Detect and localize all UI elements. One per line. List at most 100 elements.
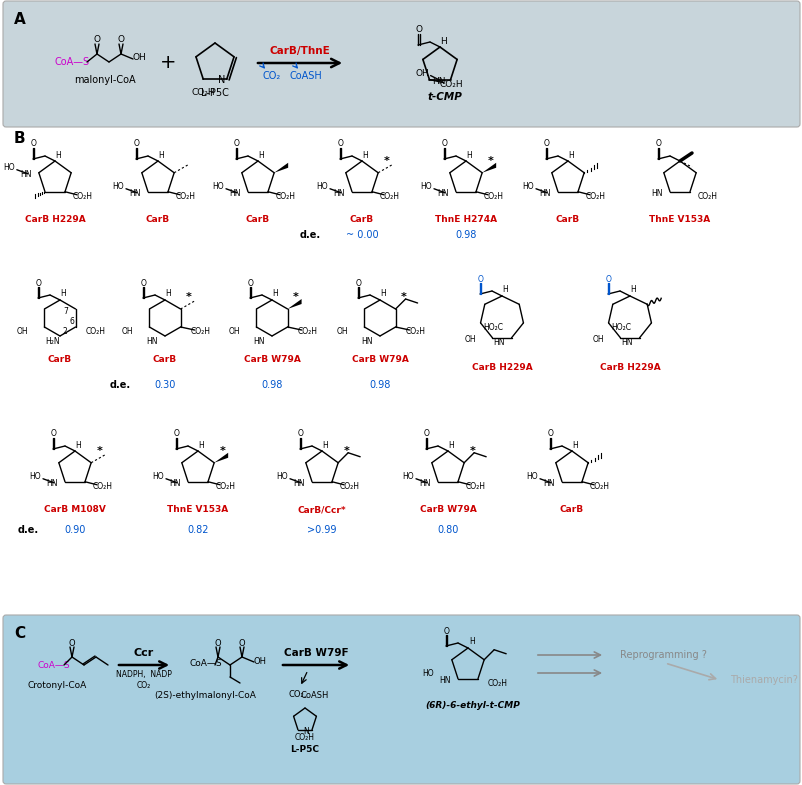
Text: H: H: [362, 151, 367, 159]
Text: CO₂H: CO₂H: [488, 679, 508, 688]
Text: OH: OH: [253, 656, 267, 666]
Text: O: O: [69, 638, 75, 648]
Text: *: *: [185, 292, 192, 302]
Text: *: *: [96, 446, 102, 456]
Text: CO₂H: CO₂H: [339, 482, 359, 491]
Text: Crotonyl-CoA: Crotonyl-CoA: [27, 681, 87, 689]
Text: 6: 6: [70, 316, 75, 326]
Text: H: H: [158, 151, 164, 159]
Text: HN: HN: [169, 480, 180, 488]
Text: H: H: [468, 637, 474, 647]
Text: *: *: [383, 155, 389, 166]
Text: H: H: [465, 151, 472, 159]
Text: HO₂C: HO₂C: [483, 323, 503, 332]
Text: (6R)-6-ethyl-t-CMP: (6R)-6-ethyl-t-CMP: [425, 700, 520, 710]
Text: CO₂H: CO₂H: [405, 327, 425, 337]
Text: O: O: [36, 279, 42, 287]
Text: H: H: [55, 151, 61, 159]
Text: CarB W79F: CarB W79F: [283, 648, 348, 658]
Text: CarB W79A: CarB W79A: [419, 506, 476, 514]
Text: CO₂H: CO₂H: [176, 192, 196, 201]
Text: OH: OH: [415, 69, 429, 78]
Text: +: +: [160, 53, 176, 72]
Text: O: O: [477, 275, 484, 283]
Text: H: H: [501, 286, 507, 294]
Text: CarB M108V: CarB M108V: [44, 506, 106, 514]
Text: CoA—S: CoA—S: [190, 659, 222, 667]
Text: CoA—S: CoA—S: [55, 57, 90, 67]
Text: CarB/Ccr*: CarB/Ccr*: [298, 506, 346, 514]
Text: *: *: [342, 446, 349, 456]
Text: O: O: [423, 429, 429, 439]
Text: OH: OH: [592, 335, 604, 345]
FancyBboxPatch shape: [3, 1, 799, 127]
Text: CO₂H: CO₂H: [216, 482, 236, 491]
Text: A: A: [14, 12, 26, 27]
Text: CO₂H: CO₂H: [294, 733, 314, 743]
Text: O: O: [606, 275, 611, 283]
Text: H: H: [198, 440, 204, 450]
Text: H: H: [322, 440, 327, 450]
Text: HN: HN: [20, 170, 31, 179]
Text: O: O: [442, 140, 448, 148]
Text: H: H: [571, 440, 577, 450]
Text: L-P5C: L-P5C: [200, 88, 229, 98]
Text: CO₂H: CO₂H: [697, 192, 717, 201]
Text: CO₂: CO₂: [262, 71, 281, 81]
Text: HO: HO: [419, 182, 431, 192]
Text: CO₂H: CO₂H: [190, 327, 210, 337]
Text: HO: HO: [525, 473, 537, 481]
Text: HO: HO: [212, 182, 224, 192]
Text: HN: HN: [543, 480, 554, 488]
Text: 0.80: 0.80: [437, 525, 458, 535]
Text: CarB W79A: CarB W79A: [351, 356, 408, 364]
Text: ThnE V153A: ThnE V153A: [649, 216, 710, 225]
Text: HN: HN: [361, 337, 372, 345]
Text: CO₂,: CO₂,: [289, 691, 307, 699]
Text: 7: 7: [63, 308, 68, 316]
Text: malonyl-CoA: malonyl-CoA: [74, 75, 136, 85]
Text: OH: OH: [336, 327, 348, 337]
Text: CO₂H: CO₂H: [93, 482, 113, 491]
Text: Reprogramming ?: Reprogramming ?: [619, 650, 706, 660]
Text: O: O: [31, 140, 37, 148]
Text: t-CMP: t-CMP: [427, 92, 462, 102]
Text: HN: HN: [539, 189, 550, 199]
Text: N: N: [303, 727, 309, 736]
Text: 0.98: 0.98: [455, 230, 476, 240]
Text: (2S)-ethylmalonyl-CoA: (2S)-ethylmalonyl-CoA: [154, 691, 256, 699]
Text: O: O: [233, 140, 240, 148]
Text: CO₂H: CO₂H: [276, 192, 296, 201]
Text: 0.98: 0.98: [369, 380, 391, 390]
Text: OH: OH: [17, 327, 28, 337]
Text: HN: HN: [229, 189, 241, 199]
Text: HO: HO: [316, 182, 327, 192]
Text: HN: HN: [253, 337, 265, 345]
Text: CarB H229A: CarB H229A: [25, 216, 85, 225]
Text: NADPH,  NADP: NADPH, NADP: [116, 670, 172, 680]
Text: HN: HN: [620, 338, 631, 347]
Text: CoASH: CoASH: [290, 71, 322, 81]
Text: 0.90: 0.90: [64, 525, 86, 535]
Text: CarB: CarB: [245, 216, 269, 225]
Text: HO: HO: [521, 182, 533, 192]
Text: L-P5C: L-P5C: [290, 746, 319, 754]
Text: CarB: CarB: [152, 356, 177, 364]
Text: Ccr: Ccr: [134, 648, 154, 658]
Text: B: B: [14, 131, 26, 146]
Text: d.e.: d.e.: [18, 525, 38, 535]
Text: HN: HN: [439, 676, 450, 685]
Text: OH: OH: [464, 335, 476, 345]
Text: Thienamycin?: Thienamycin?: [729, 675, 797, 685]
Text: CO₂H: CO₂H: [465, 482, 485, 491]
Text: d.e.: d.e.: [109, 380, 131, 390]
Text: ThnE H274A: ThnE H274A: [435, 216, 496, 225]
Text: CO₂H: CO₂H: [484, 192, 504, 201]
Text: H: H: [448, 440, 453, 450]
Text: HN: HN: [431, 77, 445, 86]
Text: N: N: [218, 75, 225, 86]
Polygon shape: [287, 299, 302, 309]
Text: HN: HN: [437, 189, 448, 199]
Text: OH: OH: [121, 327, 133, 337]
Text: 0.82: 0.82: [187, 525, 209, 535]
